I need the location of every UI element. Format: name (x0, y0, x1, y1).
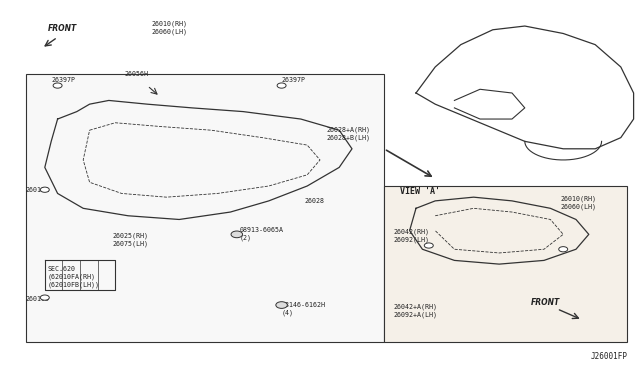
Text: FRONT: FRONT (48, 25, 77, 33)
Circle shape (53, 83, 62, 88)
Text: 26010(RH)
26060(LH): 26010(RH) 26060(LH) (152, 21, 188, 35)
Text: 26010(RH)
26060(LH): 26010(RH) 26060(LH) (560, 196, 596, 210)
Circle shape (276, 302, 287, 308)
Text: 08913-6065A
(2): 08913-6065A (2) (240, 227, 284, 241)
Text: FRONT: FRONT (531, 298, 560, 307)
Text: 26397P: 26397P (282, 77, 306, 83)
Text: J26001FP: J26001FP (590, 352, 627, 361)
Circle shape (559, 247, 568, 252)
Circle shape (277, 83, 286, 88)
Circle shape (424, 243, 433, 248)
Text: VIEW 'A': VIEW 'A' (400, 187, 440, 196)
Text: 26010A: 26010A (26, 187, 50, 193)
Text: 26056H: 26056H (125, 71, 149, 77)
Text: 26025(RH)
26075(LH): 26025(RH) 26075(LH) (112, 233, 148, 247)
Text: 26010D: 26010D (26, 296, 50, 302)
Text: 26042(RH)
26092(LH): 26042(RH) 26092(LH) (394, 229, 429, 243)
Circle shape (40, 295, 49, 300)
Text: 26042+A(RH)
26092+A(LH): 26042+A(RH) 26092+A(LH) (394, 304, 438, 318)
Text: 26028: 26028 (304, 198, 324, 204)
FancyBboxPatch shape (26, 74, 384, 342)
Text: 26028+A(RH)
26028+B(LH): 26028+A(RH) 26028+B(LH) (326, 127, 371, 141)
FancyBboxPatch shape (384, 186, 627, 342)
Text: 08146-6162H
(4): 08146-6162H (4) (282, 302, 326, 316)
Text: SEC.620
(62010FA(RH)
(62010FB(LH)): SEC.620 (62010FA(RH) (62010FB(LH)) (48, 266, 100, 288)
Circle shape (231, 231, 243, 238)
Text: 26397P: 26397P (51, 77, 76, 83)
Circle shape (40, 187, 49, 192)
